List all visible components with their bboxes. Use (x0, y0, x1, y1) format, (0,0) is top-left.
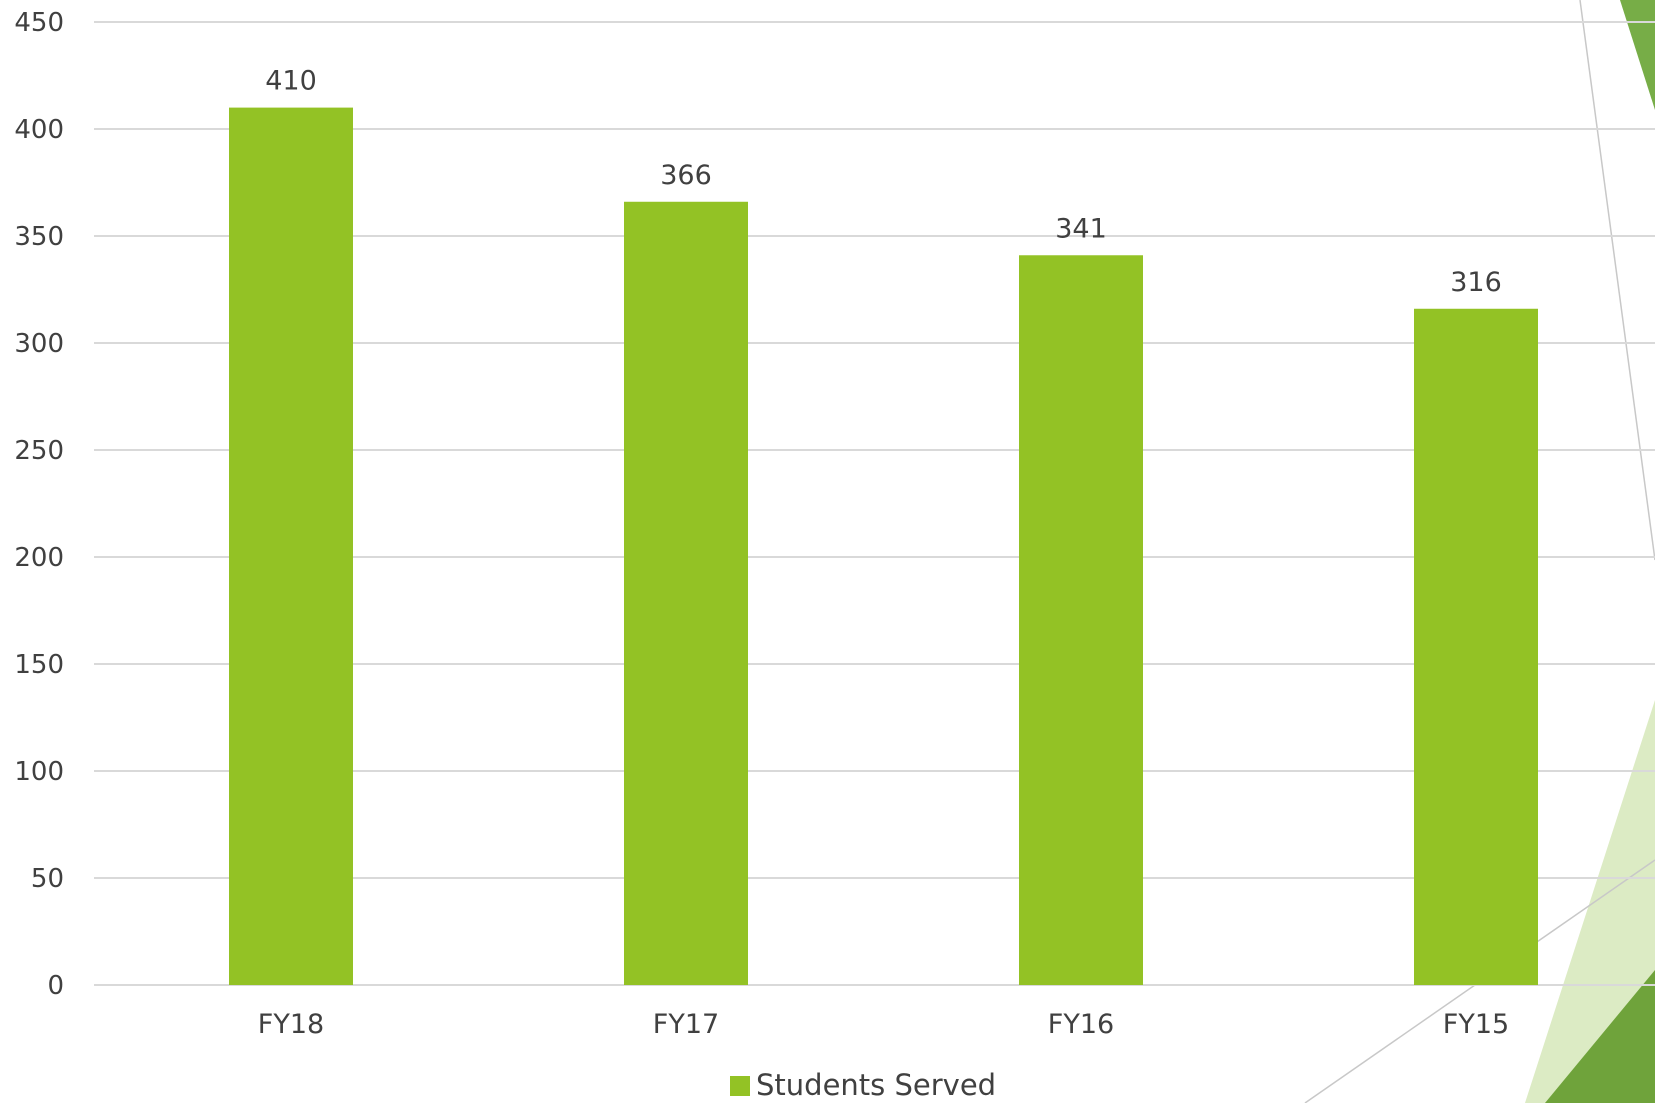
decor-triangle-dark (1545, 970, 1655, 1103)
x-tick-label: FY18 (258, 1009, 324, 1040)
y-tick-label: 50 (31, 864, 64, 894)
y-tick-label: 150 (14, 650, 64, 680)
data-label: 341 (1055, 213, 1107, 244)
data-label: 366 (660, 160, 712, 191)
y-tick-label: 100 (14, 757, 64, 787)
y-tick-label: 450 (14, 8, 64, 38)
decor-triangle-light (1525, 700, 1655, 1103)
x-tick-label: FY15 (1443, 1009, 1509, 1040)
data-label: 410 (265, 66, 317, 97)
decor-line-top (1579, 0, 1655, 561)
y-tick-label: 350 (14, 222, 64, 252)
legend-label: Students Served (756, 1068, 996, 1102)
x-axis-category-labels: FY18 FY17 FY16 FY15 (258, 1009, 1509, 1040)
y-tick-label: 300 (14, 329, 64, 359)
bar (624, 201, 748, 985)
y-tick-label: 250 (14, 436, 64, 466)
gridlines (94, 21, 1655, 986)
data-labels: 410 366 341 316 (265, 66, 1502, 298)
decor-triangle-top (1620, 0, 1655, 110)
legend-swatch (730, 1076, 750, 1096)
y-axis-tick-labels: 0 50 100 150 200 250 300 350 400 450 (14, 8, 64, 1001)
y-tick-label: 0 (47, 971, 64, 1001)
slide-decoration (1304, 0, 1655, 1104)
bar (229, 107, 353, 986)
legend: Students Served (730, 1068, 996, 1102)
bars (229, 107, 1538, 986)
bar (1019, 255, 1143, 985)
x-tick-label: FY17 (653, 1009, 719, 1040)
y-tick-label: 200 (14, 543, 64, 573)
data-label: 316 (1450, 267, 1502, 298)
y-tick-label: 400 (14, 115, 64, 145)
bar (1414, 308, 1538, 985)
x-tick-label: FY16 (1048, 1009, 1114, 1040)
